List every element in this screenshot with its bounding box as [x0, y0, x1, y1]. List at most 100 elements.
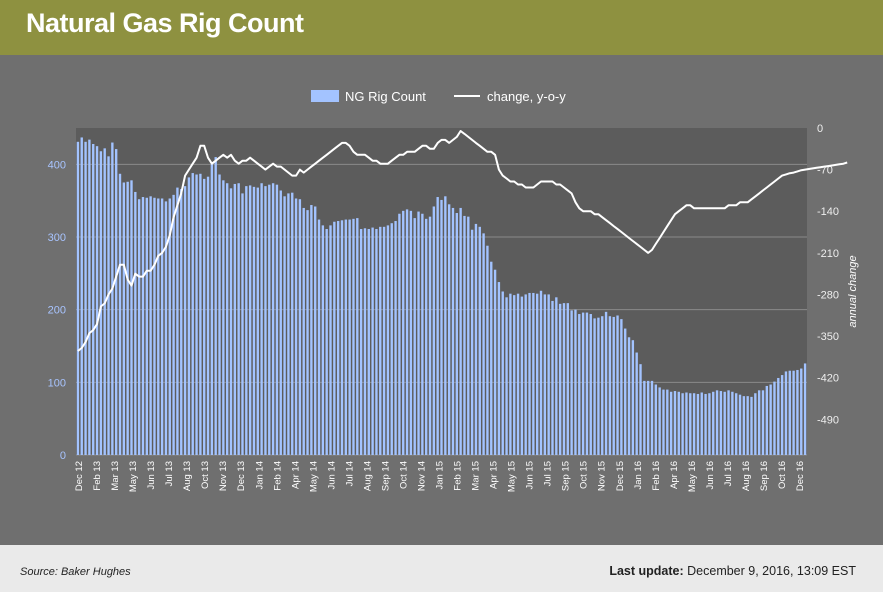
bar [210, 164, 214, 455]
bar [149, 196, 152, 455]
bar [191, 173, 194, 455]
bar [463, 215, 466, 455]
x-tick-label: May 13 [128, 461, 139, 492]
x-tick-label: Jan 16 [633, 461, 644, 490]
bar [520, 296, 524, 455]
bar [206, 176, 210, 455]
y-left-tick-label: 100 [48, 377, 66, 389]
bar [543, 294, 547, 455]
bar [203, 178, 206, 455]
bar [417, 211, 420, 455]
bar [539, 290, 543, 455]
bar [237, 183, 240, 455]
bar [214, 157, 217, 456]
bar [620, 319, 623, 455]
bar [765, 385, 769, 455]
x-tick-label: Jul 15 [543, 461, 554, 486]
x-tick-label: Aug 16 [741, 461, 752, 491]
y-right-tick-label: -490 [817, 414, 839, 426]
bar [593, 318, 596, 455]
bar [413, 218, 416, 455]
bar [478, 226, 481, 455]
bar [773, 381, 776, 455]
bar [340, 220, 344, 455]
bar [183, 186, 187, 455]
bar [796, 369, 799, 455]
bar [398, 213, 401, 455]
bar [176, 187, 179, 455]
x-tick-label: Nov 13 [218, 461, 229, 491]
bar [233, 183, 237, 455]
last-update: Last update: December 9, 2016, 13:09 EST [609, 564, 856, 578]
bar [673, 391, 677, 455]
bar [654, 384, 658, 455]
legend-swatch-bar [311, 90, 339, 102]
bar [742, 396, 746, 455]
bar [92, 143, 95, 455]
bar [225, 183, 229, 455]
header-bar: Natural Gas Rig Count [0, 0, 883, 55]
chart-panel: 0 100 200 300 400 0 -70 -140 -210 -280 -350 -420 -49… [0, 55, 883, 545]
x-tick-label: Oct 13 [200, 461, 211, 489]
bar [164, 201, 168, 455]
bar [386, 225, 390, 455]
bar [336, 221, 340, 455]
bar [501, 291, 504, 455]
bar [382, 226, 386, 455]
bar [750, 396, 753, 455]
series-line-yoy [77, 130, 848, 352]
bar [80, 137, 83, 455]
bar [268, 184, 271, 455]
bar [555, 297, 558, 455]
x-tick-label: Feb 13 [92, 461, 103, 491]
bar [271, 183, 275, 455]
bar [294, 198, 298, 455]
y-right-axis-label: annual change [847, 255, 859, 327]
x-tick-label: Jun 16 [705, 461, 716, 490]
x-tick-label: Apr 15 [489, 461, 500, 489]
bar [650, 380, 654, 455]
bar [761, 390, 765, 455]
x-tick-label: May 16 [687, 461, 698, 492]
bar [562, 303, 566, 455]
bar [757, 390, 761, 455]
bar [122, 182, 126, 455]
y-right-tick-label: -420 [817, 373, 839, 385]
x-tick-label: Aug 13 [182, 461, 193, 491]
bar [145, 197, 148, 455]
bar [405, 209, 409, 455]
legend-label-line: change, y-o-y [487, 89, 566, 104]
bar [402, 210, 405, 455]
bar [114, 149, 118, 455]
bar [746, 396, 749, 455]
bar [578, 314, 581, 455]
bar [570, 310, 573, 455]
bar [551, 300, 554, 455]
bar [99, 151, 103, 455]
bar [604, 311, 608, 455]
page-title: Natural Gas Rig Count [26, 8, 304, 38]
source-note: Source: Baker Hughes [20, 566, 131, 578]
bar [566, 303, 569, 455]
bar [639, 364, 642, 455]
y-right-tick-label: -210 [817, 248, 839, 260]
x-tick-label: Apr 16 [669, 461, 680, 489]
bar [107, 156, 110, 455]
bar [547, 294, 550, 455]
bar [111, 142, 114, 455]
y-right-tick-label: 0 [817, 123, 823, 135]
bar [187, 177, 191, 455]
x-tick-label: Nov 15 [597, 461, 608, 491]
y-right-tick-label: -350 [817, 331, 839, 343]
bar [409, 210, 413, 455]
last-update-label: Last update: [609, 564, 684, 578]
legend-label-bar: NG Rig Count [345, 89, 426, 104]
x-tick-label: May 15 [507, 461, 518, 492]
bar [470, 229, 474, 455]
bar [692, 393, 696, 455]
bar [245, 186, 248, 455]
bar [696, 393, 700, 455]
bar [84, 141, 87, 455]
bar [130, 180, 133, 455]
x-tick-label: Sep 16 [759, 461, 770, 491]
